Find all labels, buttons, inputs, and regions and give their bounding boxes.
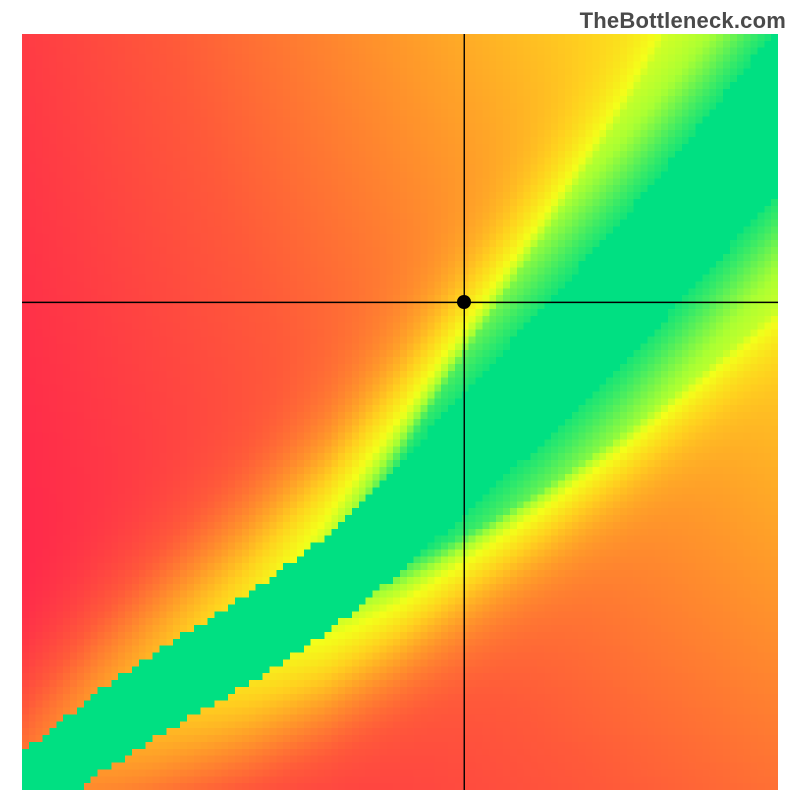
watermark-text: TheBottleneck.com bbox=[580, 8, 786, 34]
plot-area bbox=[22, 34, 778, 790]
crosshair-marker bbox=[457, 295, 471, 309]
chart-container: TheBottleneck.com bbox=[0, 0, 800, 800]
heatmap-canvas bbox=[22, 34, 778, 790]
